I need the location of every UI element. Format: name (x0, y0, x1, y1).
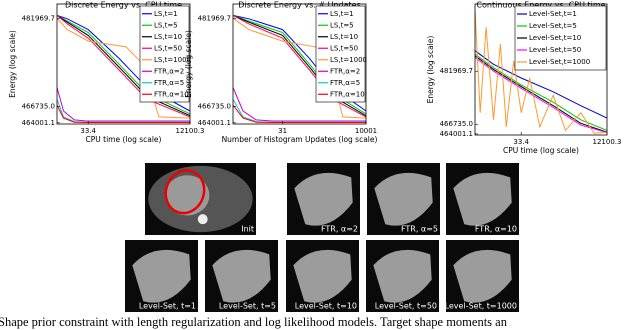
panel-label: Level-Set, t=10 (295, 302, 357, 311)
segmentation (374, 172, 433, 226)
legend-label: FTR,α=2 (330, 67, 360, 75)
series-line (233, 104, 366, 123)
series-line (233, 17, 366, 119)
y-axis-label: Energy (log scale) (184, 30, 193, 98)
legend-label: LS,t=1000 (154, 56, 191, 64)
y-axis-label: Energy (log scale) (8, 30, 17, 98)
legend-label: Level-Set,t=5 (529, 22, 577, 30)
x-axis-label: CPU time (log scale) (86, 135, 162, 144)
chart-title: Continuous Energy vs. CPU time (476, 1, 605, 10)
legend-label: FTR,α=10 (154, 90, 189, 98)
legend-label: LS,t=10 (330, 33, 358, 41)
segmentation (293, 249, 352, 303)
y-tick-label: 466735.0 (440, 120, 473, 128)
plot-frame (56, 3, 191, 125)
legend-box (514, 5, 607, 71)
y-tick-label: 464001.1 (198, 119, 231, 127)
segmentation (294, 172, 353, 226)
y-tick-label: 466735.0 (22, 103, 55, 111)
legend-box (139, 5, 190, 103)
plot-frame (474, 3, 608, 136)
series-line (475, 10, 607, 134)
panel-label: Init (241, 225, 254, 234)
legend-label: Level-Set,t=1 (529, 10, 577, 18)
x-tick-label: 12100.3 (176, 127, 205, 135)
legend-label: LS,t=50 (154, 44, 182, 52)
panel-label: Level-Set, t=50 (375, 302, 437, 311)
series-line (233, 87, 366, 122)
series-line (475, 50, 607, 119)
legend-label: LS,t=1 (330, 10, 354, 18)
series-line (475, 57, 607, 133)
panel-label: Level-Set, t=1 (139, 302, 196, 311)
series-line (57, 104, 190, 123)
panel-label: Level-Set, t=5 (219, 302, 276, 311)
segmentation (373, 249, 432, 303)
legend-label: Level-Set,t=10 (529, 34, 581, 42)
legend-label: LS,t=5 (330, 21, 354, 29)
series-line (475, 53, 607, 131)
y-tick-label: 481969.7 (22, 14, 55, 22)
series-line (57, 87, 190, 122)
x-tick-label: 33.4 (513, 138, 529, 146)
legend-label: LS,t=50 (330, 44, 358, 52)
y-axis-label: Energy (log scale) (426, 36, 435, 104)
y-tick-label: 481969.7 (198, 14, 231, 22)
chart-title: Discrete Energy vs. CPU time (65, 1, 182, 10)
panel-label: Level-Set, t=1000 (445, 302, 517, 311)
y-tick-label: 466735.0 (198, 103, 231, 111)
legend-label: LS,t=10 (154, 33, 182, 41)
x-tick-label: 31 (278, 127, 287, 135)
segmentation (212, 249, 271, 303)
series-line (475, 55, 607, 133)
y-tick-label: 481969.7 (440, 67, 473, 75)
plot-frame (232, 3, 367, 125)
legend-label: LS,t=1000 (330, 56, 367, 64)
series-line (57, 17, 190, 119)
legend-label: Level-Set,t=1000 (529, 58, 590, 66)
segmentation (132, 249, 191, 303)
legend-box (315, 5, 366, 103)
x-tick-label: 12100.3 (593, 138, 622, 146)
x-axis-label: CPU time (log scale) (503, 146, 579, 155)
y-tick-label: 464001.1 (440, 130, 473, 138)
legend-label: FTR,α=5 (154, 79, 184, 87)
caption: Shape prior constraint with length regul… (0, 315, 508, 329)
y-tick-label: 464001.1 (22, 119, 55, 127)
panel-label: FTR, α=5 (401, 225, 438, 234)
x-axis-label: Number of Histogram Updates (log scale) (222, 135, 378, 144)
legend-label: LS,t=1 (154, 10, 178, 18)
x-tick-label: 10001 (355, 127, 377, 135)
legend-label: FTR,α=10 (330, 90, 365, 98)
legend-label: Level-Set,t=50 (529, 46, 581, 54)
panel-label: FTR, α=2 (321, 225, 358, 234)
panel-label: FTR, α=10 (475, 225, 517, 234)
legend-label: FTR,α=5 (330, 79, 360, 87)
segmentation (453, 249, 512, 303)
chart-title: Discrete Energy vs. # Updates (238, 1, 361, 10)
spine (197, 214, 208, 225)
x-tick-label: 33.4 (80, 127, 96, 135)
segmentation (453, 172, 512, 226)
init-contour (164, 169, 206, 215)
legend-label: LS,t=5 (154, 21, 178, 29)
legend-label: FTR,α=2 (154, 67, 184, 75)
